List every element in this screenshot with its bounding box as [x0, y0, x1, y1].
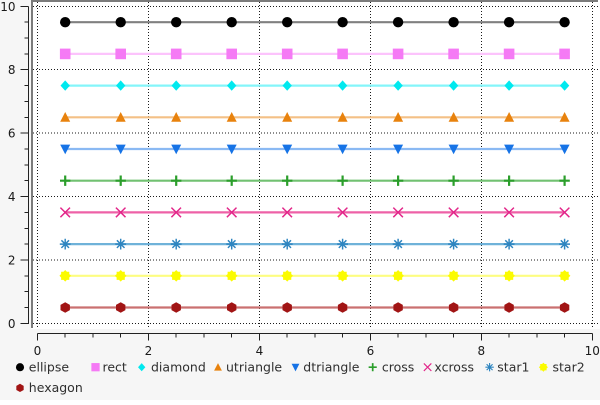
svg-text:10: 10 — [0, 0, 15, 14]
svg-text:8: 8 — [8, 63, 16, 77]
svg-text:2: 2 — [8, 254, 16, 268]
svg-text:ellipse: ellipse — [29, 360, 70, 375]
svg-text:4: 4 — [8, 190, 16, 204]
svg-text:utriangle: utriangle — [226, 360, 282, 375]
svg-text:10: 10 — [585, 344, 600, 358]
svg-text:hexagon: hexagon — [29, 380, 83, 395]
svg-text:4: 4 — [256, 344, 264, 358]
svg-text:0: 0 — [8, 317, 16, 331]
svg-text:xcross: xcross — [434, 360, 474, 375]
svg-text:dtriangle: dtriangle — [303, 360, 359, 375]
svg-text:8: 8 — [477, 344, 485, 358]
svg-text:6: 6 — [367, 344, 375, 358]
svg-text:cross: cross — [382, 360, 414, 375]
svg-text:0: 0 — [34, 344, 42, 358]
svg-text:diamond: diamond — [151, 360, 206, 375]
svg-text:2: 2 — [145, 344, 153, 358]
svg-text:6: 6 — [8, 127, 16, 141]
svg-text:star2: star2 — [553, 360, 585, 375]
svg-text:rect: rect — [103, 360, 127, 375]
svg-text:star1: star1 — [497, 360, 529, 375]
